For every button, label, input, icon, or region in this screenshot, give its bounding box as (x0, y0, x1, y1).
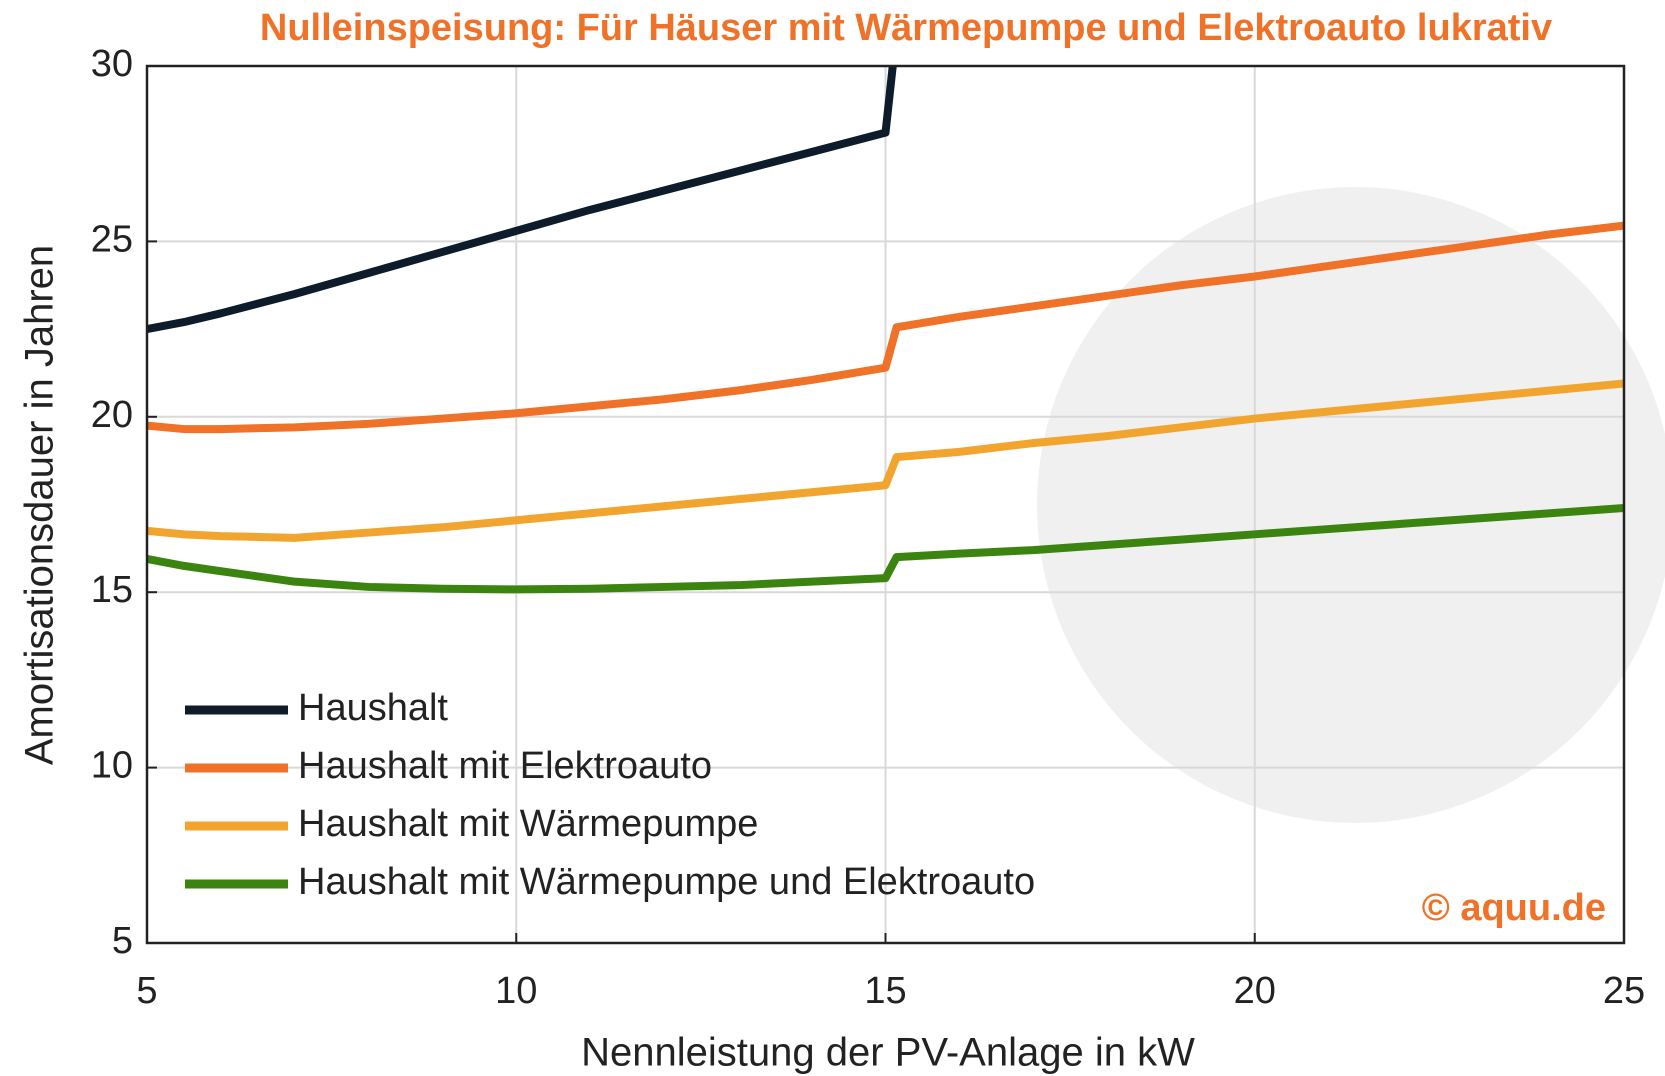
legend-label: Haushalt (298, 687, 448, 729)
copyright: © aquu.de (1422, 887, 1606, 929)
x-tick-label: 10 (495, 970, 537, 1012)
plot-area (147, 66, 1624, 594)
legend: Haushalt Haushalt mit Elektroauto Haushalt… (185, 687, 1035, 903)
series-line (147, 379, 1624, 542)
y-tick-label: 30 (91, 43, 133, 85)
x-tick-label: 5 (136, 970, 157, 1012)
x-tick-label: 20 (1234, 970, 1276, 1012)
y-tick-label: 20 (91, 394, 133, 436)
y-tick-label: 10 (91, 745, 133, 787)
x-axis-label: Nennleistung der PV-Anlage in kW (581, 1031, 1195, 1075)
series-line (147, 504, 1624, 594)
chart-title: Nulleinspeisung: Für Häuser mit Wärmepum… (260, 7, 1552, 49)
series-line (147, 66, 897, 334)
x-tick-label: 15 (864, 970, 906, 1012)
y-tick-label: 25 (91, 218, 133, 260)
y-tick-label: 5 (112, 920, 133, 962)
series-line (147, 221, 1624, 434)
x-tick-label: 25 (1603, 970, 1645, 1012)
y-tick-label: 15 (91, 569, 133, 611)
y-axis-label: Amortisationsdauer in Jahren (18, 245, 62, 765)
axes-frame (145, 64, 1626, 945)
legend-label: Haushalt mit Elektroauto (298, 745, 712, 787)
legend-label: Haushalt mit Wärmepumpe (298, 803, 758, 845)
watermark (1037, 187, 1665, 823)
legend-label: Haushalt mit Wärmepumpe und Elektroauto (298, 861, 1035, 903)
